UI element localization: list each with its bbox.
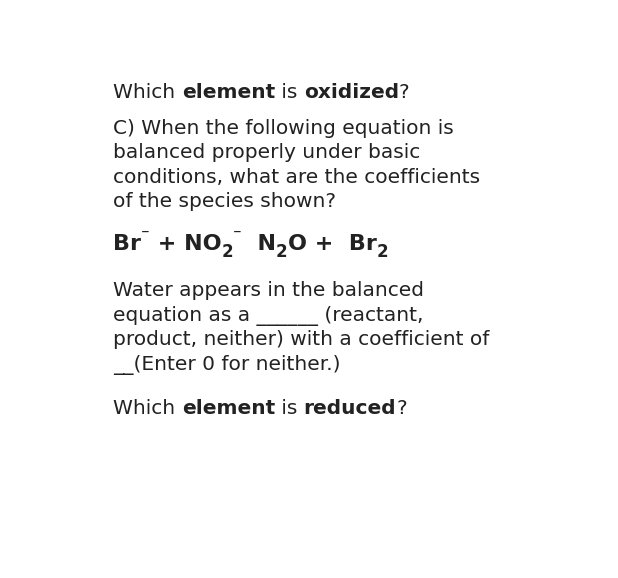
Text: ?: ? — [399, 83, 409, 102]
Text: equation as a ______ (reactant,: equation as a ______ (reactant, — [113, 306, 424, 326]
Text: 2: 2 — [376, 243, 388, 261]
Text: Water appears in the balanced: Water appears in the balanced — [113, 281, 424, 301]
Text: N: N — [242, 234, 276, 254]
Text: reduced: reduced — [303, 399, 396, 418]
Text: balanced properly under basic: balanced properly under basic — [113, 143, 420, 162]
Text: Br: Br — [113, 234, 141, 254]
Text: ⁻: ⁻ — [233, 226, 242, 244]
Text: conditions, what are the coefficients: conditions, what are the coefficients — [113, 168, 480, 187]
Text: 2: 2 — [221, 243, 233, 261]
Text: element: element — [182, 83, 275, 102]
Text: ⁻: ⁻ — [141, 226, 150, 244]
Text: Which: Which — [113, 83, 182, 102]
Text: Which: Which — [113, 399, 182, 418]
Text: + NO: + NO — [150, 234, 221, 254]
Text: element: element — [182, 399, 275, 418]
Text: is: is — [275, 83, 303, 102]
Text: ?: ? — [396, 399, 407, 418]
Text: is: is — [275, 399, 303, 418]
Text: __(Enter 0 for neither.): __(Enter 0 for neither.) — [113, 355, 341, 375]
Text: oxidized: oxidized — [303, 83, 399, 102]
Text: C) When the following equation is: C) When the following equation is — [113, 119, 454, 138]
Text: 2: 2 — [276, 243, 287, 261]
Text: of the species shown?: of the species shown? — [113, 192, 336, 212]
Text: O +  Br: O + Br — [287, 234, 376, 254]
Text: product, neither) with a coefficient of: product, neither) with a coefficient of — [113, 330, 489, 349]
